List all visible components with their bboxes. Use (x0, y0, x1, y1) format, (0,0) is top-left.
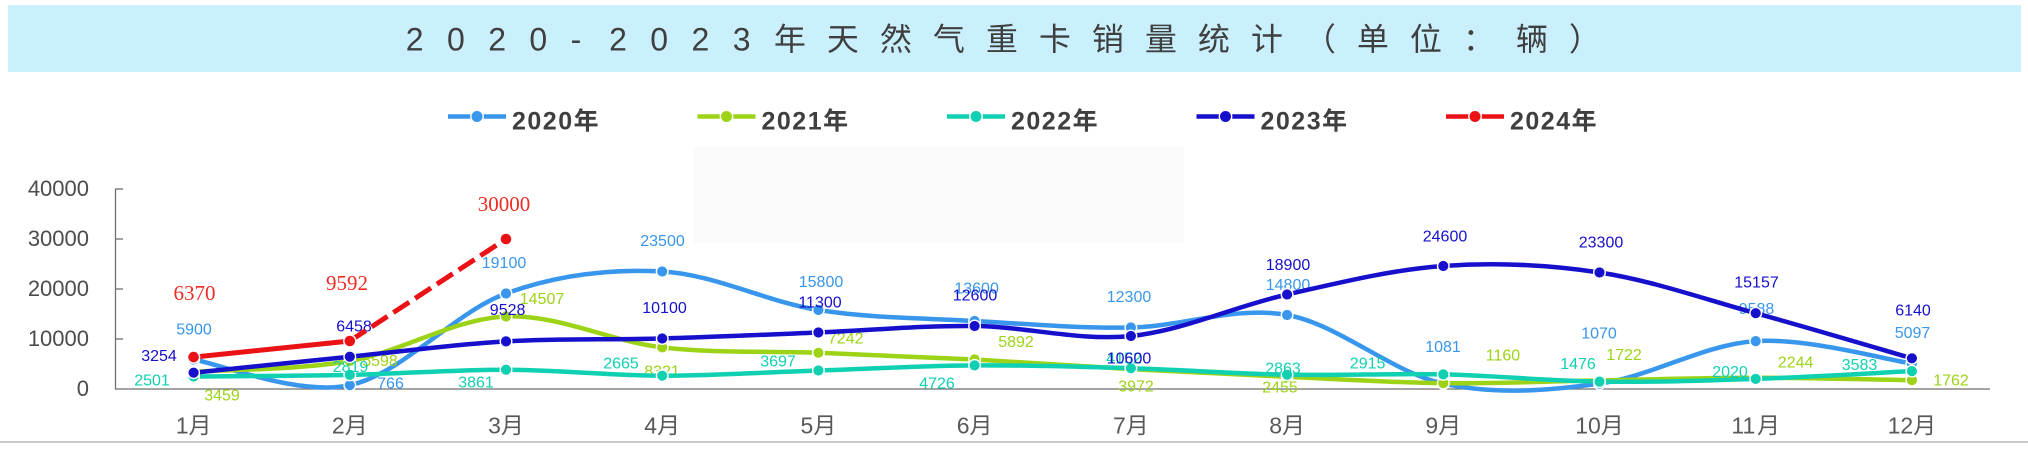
svg-text:3: 3 (488, 413, 501, 439)
svg-text:5097: 5097 (1895, 325, 1931, 342)
svg-text:20000: 20000 (28, 276, 89, 301)
svg-text:2665: 2665 (603, 356, 639, 373)
svg-text:10000: 10000 (28, 326, 89, 351)
svg-text:3: 3 (733, 22, 751, 58)
svg-text:5: 5 (801, 413, 814, 439)
svg-text:7242: 7242 (828, 331, 864, 348)
svg-text:9592: 9592 (326, 271, 368, 295)
svg-text:1081: 1081 (1425, 339, 1461, 356)
svg-text:2819: 2819 (333, 359, 369, 376)
svg-text:2022: 2022 (1011, 108, 1073, 136)
svg-text:12600: 12600 (953, 288, 998, 305)
svg-text:2: 2 (332, 413, 345, 439)
svg-text:6: 6 (957, 413, 970, 439)
svg-text:4: 4 (644, 413, 657, 439)
svg-text:23500: 23500 (640, 233, 685, 250)
svg-text:5598: 5598 (362, 353, 398, 370)
svg-text:0: 0 (77, 376, 89, 401)
svg-text:15157: 15157 (1734, 275, 1779, 292)
svg-text:19100: 19100 (482, 255, 527, 272)
svg-text:2455: 2455 (1262, 380, 1298, 397)
svg-text:40000: 40000 (28, 176, 89, 201)
svg-text:10600: 10600 (1107, 351, 1152, 368)
svg-text:2023: 2023 (1261, 108, 1323, 136)
svg-text:1: 1 (176, 413, 189, 439)
svg-text:9528: 9528 (490, 302, 526, 319)
svg-text:2: 2 (609, 22, 627, 58)
svg-text:1722: 1722 (1606, 347, 1642, 364)
svg-text:4152: 4152 (1106, 351, 1142, 368)
svg-text:2020: 2020 (512, 108, 574, 136)
svg-text:10: 10 (1575, 413, 1601, 439)
svg-text:24600: 24600 (1423, 229, 1468, 246)
svg-text:12: 12 (1888, 413, 1914, 439)
svg-text:2915: 2915 (1350, 356, 1386, 373)
svg-text:1160: 1160 (1486, 348, 1521, 365)
svg-text:12300: 12300 (1107, 289, 1152, 306)
svg-text:9: 9 (1425, 413, 1438, 439)
svg-text:4726: 4726 (919, 376, 955, 393)
svg-text:3254: 3254 (141, 348, 177, 365)
svg-text:0: 0 (650, 22, 668, 58)
svg-text:18900: 18900 (1266, 257, 1311, 274)
svg-text:2021: 2021 (762, 108, 824, 136)
svg-text:2020: 2020 (1712, 364, 1748, 381)
svg-text:2501: 2501 (134, 373, 170, 390)
svg-text:15800: 15800 (799, 274, 844, 291)
svg-text:13600: 13600 (954, 281, 999, 298)
svg-text:0: 0 (447, 22, 465, 58)
svg-text:2244: 2244 (1778, 355, 1814, 372)
svg-text:30000: 30000 (28, 226, 89, 251)
svg-text:2: 2 (692, 22, 710, 58)
svg-text:7: 7 (1113, 413, 1126, 439)
svg-text:1476: 1476 (1560, 356, 1596, 373)
svg-text:5892: 5892 (998, 334, 1034, 351)
svg-text:2024: 2024 (1510, 108, 1572, 136)
svg-text:3861: 3861 (458, 375, 494, 392)
svg-text:1762: 1762 (1933, 373, 1969, 390)
svg-text:11300: 11300 (798, 295, 841, 312)
svg-text:10100: 10100 (642, 300, 687, 317)
svg-text:30000: 30000 (478, 192, 531, 216)
svg-text:2863: 2863 (1265, 361, 1301, 378)
svg-text:3459: 3459 (204, 388, 240, 405)
svg-text:11: 11 (1731, 413, 1755, 439)
svg-text:2: 2 (488, 22, 506, 58)
svg-text:3972: 3972 (1118, 379, 1154, 396)
svg-text:6370: 6370 (174, 281, 216, 305)
svg-text:8: 8 (1269, 413, 1282, 439)
svg-text:3583: 3583 (1842, 357, 1878, 374)
svg-text:3697: 3697 (760, 354, 796, 371)
svg-text:2: 2 (406, 22, 424, 58)
svg-text:766: 766 (377, 376, 404, 393)
svg-text:23300: 23300 (1579, 235, 1624, 252)
svg-text:-: - (571, 22, 582, 58)
svg-text:0: 0 (529, 22, 547, 58)
svg-text:1070: 1070 (1581, 325, 1617, 342)
svg-text:14507: 14507 (520, 291, 565, 308)
svg-text:6140: 6140 (1895, 303, 1931, 320)
svg-text:5900: 5900 (176, 322, 212, 339)
